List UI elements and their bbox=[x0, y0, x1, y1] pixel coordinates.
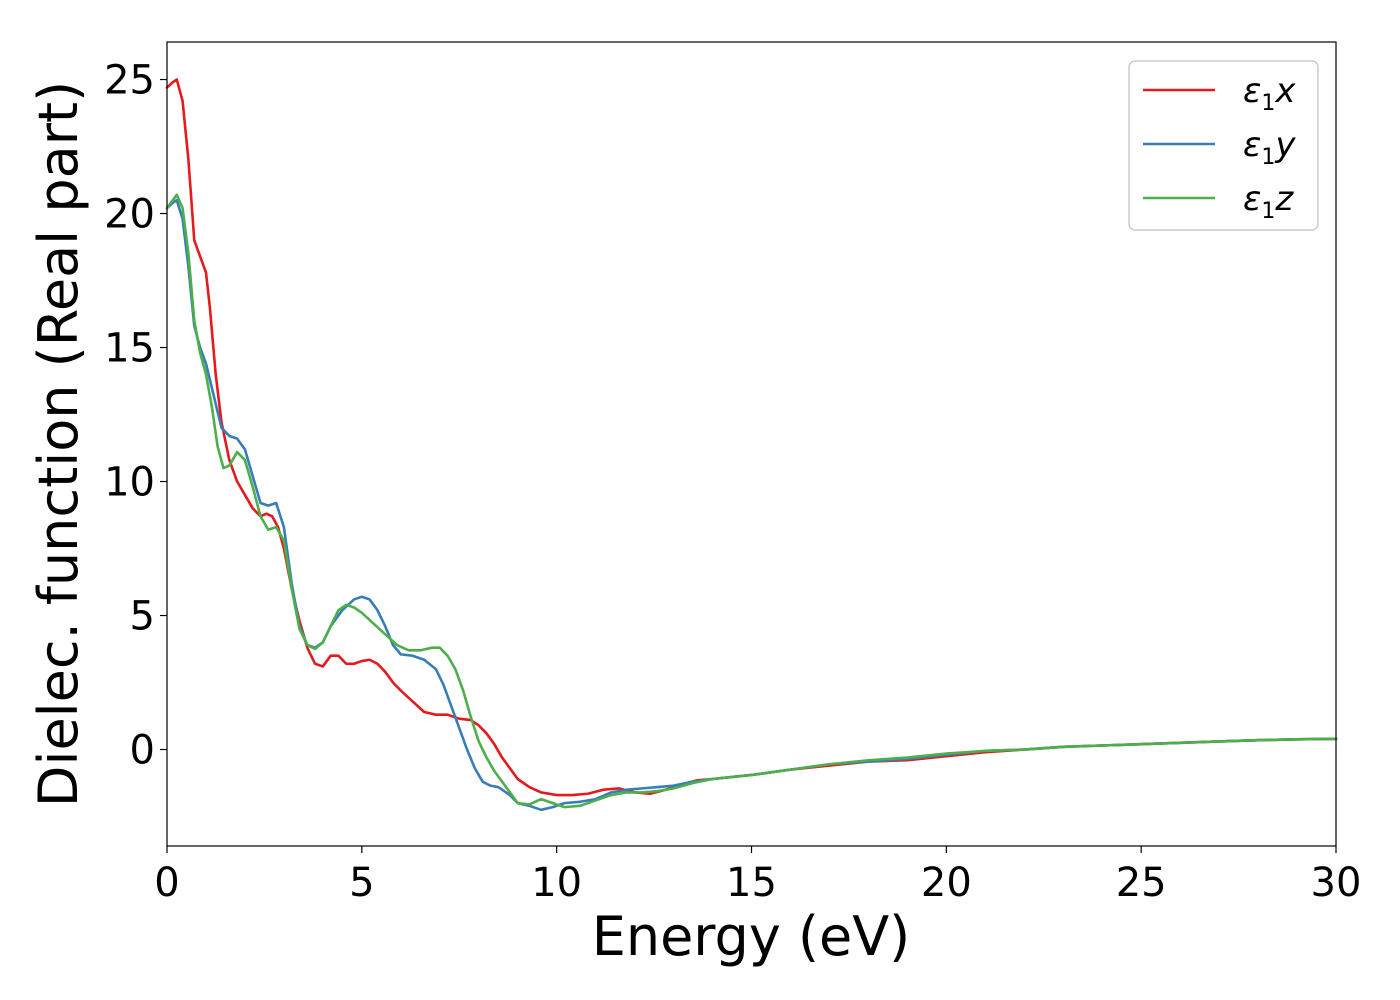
x-tick-label: 25 bbox=[1116, 860, 1167, 906]
y-tick-label: 20 bbox=[104, 192, 155, 238]
y-tick-label: 25 bbox=[104, 58, 155, 104]
y-axis-ticks: 0 5 10 15 20 25 bbox=[104, 58, 167, 774]
legend-label-z: ε1z bbox=[1243, 179, 1294, 224]
x-tick-label: 10 bbox=[531, 860, 582, 906]
x-tick-label: 20 bbox=[921, 860, 972, 906]
y-tick-label: 5 bbox=[130, 594, 155, 640]
x-tick-label: 0 bbox=[154, 860, 179, 906]
y-tick-label: 10 bbox=[104, 460, 155, 506]
legend-label-x: ε1x bbox=[1243, 71, 1296, 116]
x-tick-label: 5 bbox=[349, 860, 374, 906]
x-axis-ticks: 0 5 10 15 20 25 30 bbox=[154, 846, 1361, 906]
x-tick-label: 30 bbox=[1311, 860, 1362, 906]
series-line-z bbox=[165, 193, 1338, 809]
legend-label-y: ε1y bbox=[1243, 125, 1296, 170]
series-layer bbox=[165, 78, 1338, 812]
x-tick-label: 15 bbox=[726, 860, 777, 906]
legend: ε1x ε1y ε1z bbox=[1128, 60, 1319, 231]
y-tick-label: 0 bbox=[130, 728, 155, 774]
x-axis-title: Energy (eV) bbox=[592, 905, 911, 968]
y-tick-label: 15 bbox=[104, 326, 155, 372]
legend-frame bbox=[1128, 60, 1319, 231]
y-axis-title: Dielec. function (Real part) bbox=[27, 81, 90, 807]
